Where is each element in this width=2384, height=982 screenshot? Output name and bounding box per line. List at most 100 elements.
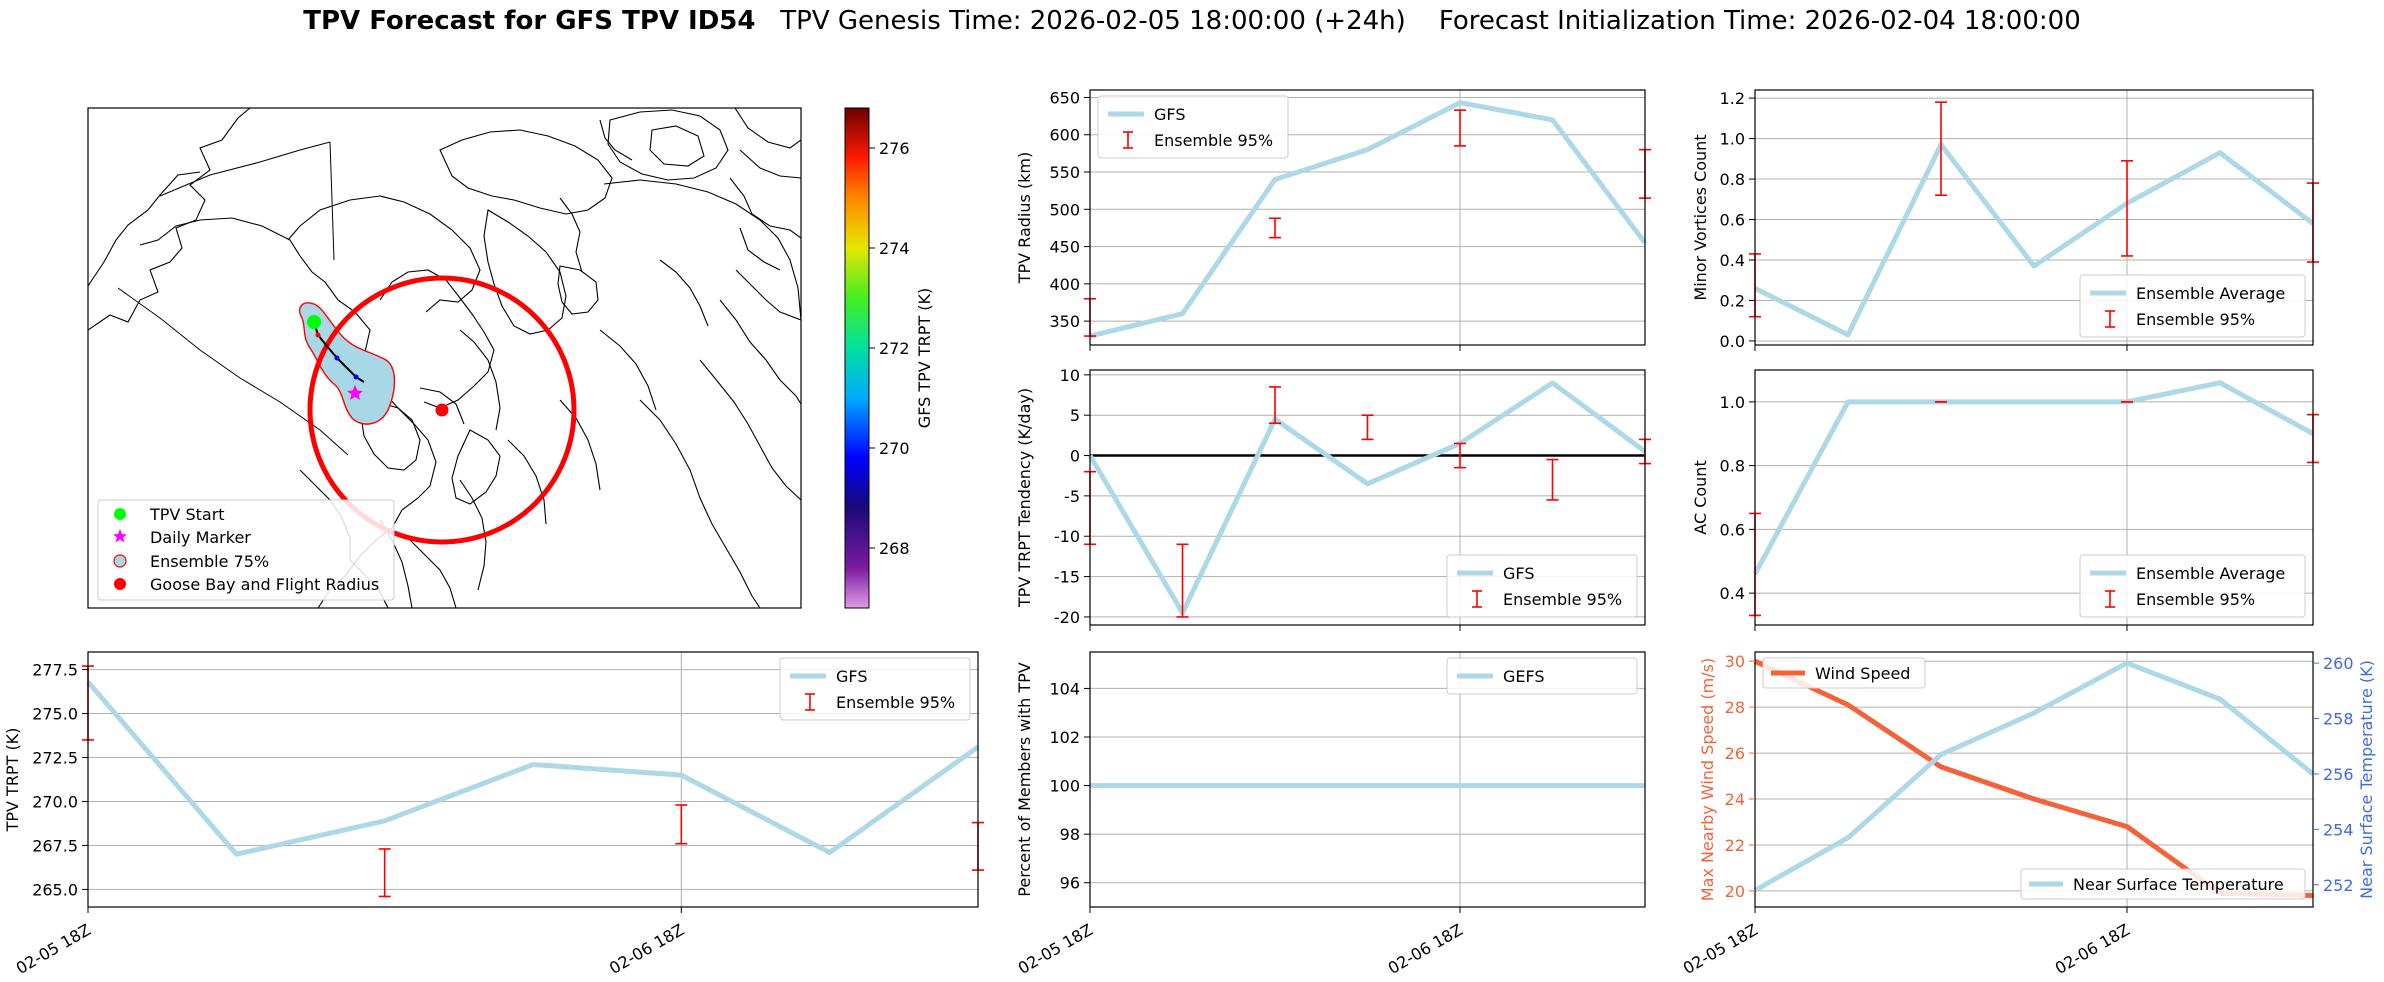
y-tick-label: 22 (1725, 836, 1745, 855)
ensemble-95-errorbar (1361, 414, 1374, 441)
x-tick-label: 02-05 18Z (1680, 920, 1761, 978)
axes-frame (1089, 369, 1646, 626)
y-tick-label: 1.0 (1720, 130, 1745, 149)
y-tick-label: 0.0 (1720, 332, 1745, 351)
chart-trpt: 265.0 267.5 270.0 272.5 275.0 277.5 TPV TRPT (… (3, 651, 984, 978)
ensemble-95-errorbar (378, 848, 391, 898)
x-tick-label: 02-06 18Z (2052, 920, 2133, 978)
legend-ensemble-75-icon (113, 554, 127, 568)
ensemble-95-errorbar (1546, 458, 1559, 501)
colorbar (844, 107, 870, 609)
y-tick-label: 350 (1049, 312, 1080, 331)
legend-tendency: GFS Ensemble 95% (1446, 554, 1638, 618)
y-tick-label: 275.0 (32, 705, 78, 724)
flight-radius-circle (307, 275, 577, 545)
y-axis-label: Max Nearby Wind Speed (m/s) (1698, 658, 1717, 901)
colorbar-label: GFS TPV TRPT (K) (915, 288, 934, 428)
x-tick-label: 02-05 18Z (13, 920, 94, 978)
colorbar-tick-label: 272 (879, 339, 910, 358)
y-tick-label: 100 (1049, 777, 1080, 796)
title-init: Forecast Initialization Time: 2026-02-04… (1438, 6, 2081, 36)
map-overlays (298, 275, 577, 545)
ensemble-95-errorbar (1176, 543, 1189, 618)
daily-marker-star (347, 385, 363, 400)
y2-tick-label: 254 (2323, 820, 2354, 839)
axes-frame (1754, 369, 2314, 626)
y-tick-label: 0.4 (1720, 584, 1745, 603)
y-tick-label: 24 (1725, 790, 1745, 809)
legend-tpv-start: TPV Start (149, 505, 225, 524)
ensemble-95-errorbar (675, 804, 688, 845)
figure-title: TPV Forecast for GFS TPV ID54 TPV Genesi… (0, 6, 2384, 36)
axes-frame (1754, 651, 2314, 908)
y-tick-label: 0.8 (1720, 457, 1745, 476)
series-line-ensemble-average (1752, 380, 2315, 576)
y-axis-label: TPV TRPT Tendency (K/day) (1015, 388, 1034, 608)
ensemble-95-errorbar (1935, 101, 1947, 197)
y-tick-label: 0.6 (1720, 211, 1745, 230)
legend-minor: Ensemble Average Ensemble 95% (2079, 274, 2306, 338)
legend-label: Ensemble Average (2136, 284, 2285, 303)
y-tick-label: 277.5 (32, 661, 78, 680)
map-legend: TPV Start Daily Marker Ensemble 75% Goos… (97, 499, 395, 601)
y-tick-label: 272.5 (32, 749, 78, 768)
series-line-gfs (86, 680, 980, 857)
y-tick-label: 0.4 (1720, 251, 1745, 270)
chart-minor: 0.0 0.2 0.4 0.6 0.8 1.0 1.2 Minor Vortices Coun… (1691, 89, 2319, 351)
y-axis-label: TPV Radius (km) (1015, 152, 1034, 285)
x-tick-label: 02-05 18Z (1015, 920, 1096, 978)
track-point (334, 355, 340, 361)
y-axis-label: AC Count (1691, 460, 1710, 534)
legend-goose-bay: Goose Bay and Flight Radius (150, 575, 379, 594)
y-tick-label: 1.0 (1720, 393, 1745, 412)
goose-bay-marker (435, 403, 449, 417)
legend-label: GFS (1154, 105, 1185, 124)
y-tick-label: 96 (1060, 874, 1080, 893)
legend-label: Ensemble 95% (1503, 590, 1622, 609)
ensemble-95-errorbar (1454, 442, 1466, 469)
legend-label: Near Surface Temperature (2073, 875, 2284, 894)
track-point (315, 332, 321, 338)
y2-tick-label: 260 (2323, 654, 2354, 673)
y-tick-label: 550 (1049, 163, 1080, 182)
y-tick-label: 20 (1725, 882, 1745, 901)
y-tick-label: 0.2 (1720, 291, 1745, 310)
y-tick-label: 450 (1049, 238, 1080, 257)
ensemble-95-errorbar (2121, 160, 2133, 257)
title-bold: TPV Forecast for GFS TPV ID54 (303, 6, 756, 36)
legend-label: Ensemble 95% (836, 693, 955, 712)
y-tick-label: 500 (1049, 200, 1080, 219)
y-tick-label: 400 (1049, 275, 1080, 294)
axes-frame (1089, 651, 1646, 908)
legend-trpt: GFS Ensemble 95% (779, 657, 971, 721)
y-tick-label: 265.0 (32, 880, 78, 899)
legend-goose-bay-icon (114, 578, 126, 590)
legend-members: GEFS (1446, 657, 1638, 695)
map-colorbar: 268 270 272 274 276 GFS TPV TRPT (K) (844, 107, 934, 609)
chart-tendency: -20 -15 -10 -5 0 5 10 TPV TRPT Tendency (K/day)… (1015, 366, 1651, 631)
ensemble-95-errorbar (1269, 386, 1281, 425)
legend-tpv-start-icon (114, 508, 126, 520)
legend-label: Ensemble 95% (1154, 131, 1273, 150)
ensemble-95-errorbar (1269, 217, 1281, 239)
x-tick-label: 02-06 18Z (1385, 920, 1466, 978)
legend-daily-marker: Daily Marker (150, 528, 251, 547)
y-tick-label: 267.5 (32, 836, 78, 855)
y-tick-label: 0 (1070, 447, 1080, 466)
y-tick-label: 30 (1725, 652, 1745, 671)
y2-axis-label: Near Surface Temperature (K) (2357, 660, 2376, 899)
x-tick-label: 02-06 18Z (606, 920, 687, 978)
title-genesis: TPV Genesis Time: 2026-02-05 18:00:00 (+… (780, 6, 1406, 36)
axes-frame (87, 651, 979, 908)
y-tick-label: 0.8 (1720, 170, 1745, 189)
y-tick-label: 1.2 (1720, 89, 1745, 108)
y-tick-label: 270.0 (32, 792, 78, 811)
map-panel: TPV Start Daily Marker Ensemble 75% Goos… (87, 107, 934, 609)
y2-tick-label: 252 (2323, 876, 2354, 895)
y-tick-label: 5 (1070, 406, 1080, 425)
y-tick-label: 10 (1060, 366, 1080, 385)
colorbar-tick-label: 274 (879, 239, 910, 258)
legend-label: GFS (836, 667, 867, 686)
series-line-wind-speed (1753, 658, 2314, 899)
chart-wind: 20 22 24 26 28 30 Max Nearby Wind Speed (m/s) 2… (1680, 651, 2376, 978)
